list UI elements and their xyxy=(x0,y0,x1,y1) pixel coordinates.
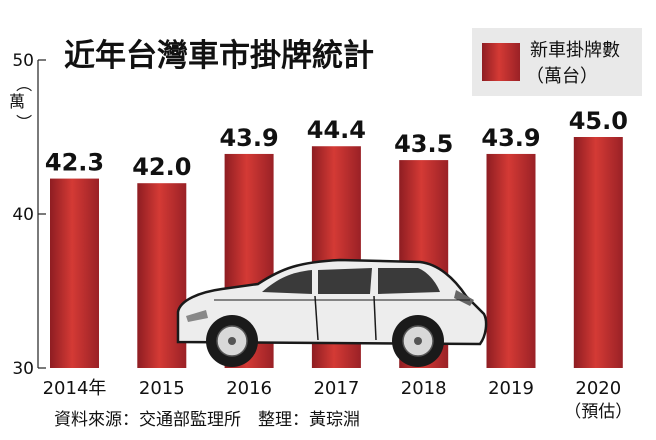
value-label-0: 42.3 xyxy=(45,149,104,177)
x-tick-labels: 2014年 2015 2016 2017 2018 2019 2020 （預估） xyxy=(43,378,633,422)
value-label-4: 43.5 xyxy=(394,130,453,158)
car-tail-light xyxy=(454,290,474,306)
value-label-1: 42.0 xyxy=(132,153,191,181)
x-tick-label-5: 2019 xyxy=(488,378,534,399)
legend-swatch xyxy=(482,43,520,81)
legend-unit: （萬台） xyxy=(526,66,598,87)
y-tick-label-50: 50 xyxy=(12,51,34,71)
car-window-middle xyxy=(318,268,372,294)
value-label-2: 43.9 xyxy=(219,124,278,152)
car-front-hub xyxy=(228,337,236,345)
x-tick-label-1: 2015 xyxy=(139,378,185,399)
y-axis-label-paren-close: ） xyxy=(14,114,33,130)
x-tick-note-6: （預估） xyxy=(564,402,632,422)
bar-5 xyxy=(486,153,536,368)
y-ticks: 30 40 50 xyxy=(12,51,46,379)
legend-label: 新車掛牌數 xyxy=(530,40,620,61)
x-tick-label-4: 2018 xyxy=(401,378,447,399)
car-icon xyxy=(176,258,488,367)
y-tick-label-40: 40 xyxy=(12,205,34,225)
legend: 新車掛牌數 （萬台） xyxy=(472,28,642,96)
car-rear-hub xyxy=(414,337,422,345)
y-axis-label-paren-open: （ xyxy=(14,76,33,92)
car-window-front xyxy=(262,270,312,294)
car-head-light xyxy=(186,310,208,322)
y-axis-label: （ 萬 ） xyxy=(9,76,33,130)
y-tick-label-30: 30 xyxy=(12,359,34,379)
value-label-6: 45.0 xyxy=(569,107,628,135)
car-door-line-2 xyxy=(373,295,377,341)
x-tick-label-2: 2016 xyxy=(226,378,272,399)
x-tick-label-0: 2014年 xyxy=(43,378,107,399)
y-axis-label-char: 萬 xyxy=(9,92,25,111)
car-window-rear xyxy=(378,268,440,294)
bar-0 xyxy=(50,178,99,368)
source-note: 資料來源：交通部監理所 整理：黃琮淵 xyxy=(54,410,360,430)
car-door-line xyxy=(314,295,319,341)
chart-title: 近年台灣車市掛牌統計 xyxy=(64,38,374,74)
bar-6 xyxy=(573,137,623,368)
x-tick-label-3: 2017 xyxy=(313,378,359,399)
value-label-3: 44.4 xyxy=(307,116,366,144)
x-tick-label-6: 2020 xyxy=(575,378,621,399)
value-label-5: 43.9 xyxy=(481,124,540,152)
